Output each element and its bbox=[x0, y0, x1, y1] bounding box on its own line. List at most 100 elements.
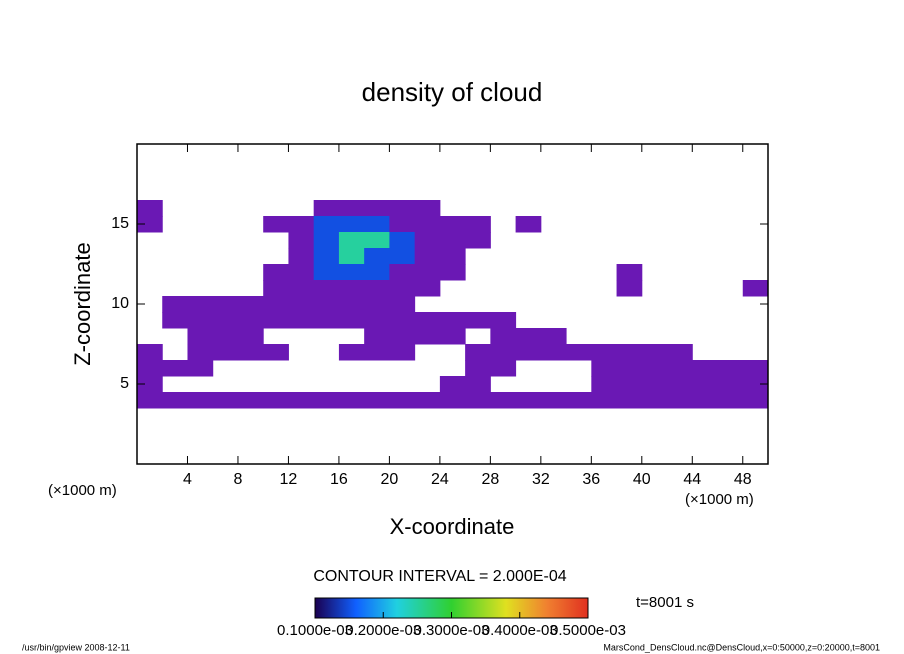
colorbar-tick-label: 0.2000e-03 bbox=[345, 622, 421, 639]
cell bbox=[692, 344, 718, 361]
cell bbox=[566, 232, 592, 249]
cell bbox=[440, 280, 466, 297]
x-axis-label: X-coordinate bbox=[390, 514, 515, 539]
x-tick-label: 12 bbox=[280, 471, 298, 488]
cell bbox=[288, 328, 314, 345]
cell bbox=[389, 216, 416, 233]
cell bbox=[515, 216, 542, 233]
cell bbox=[338, 200, 365, 217]
cell bbox=[162, 296, 188, 313]
cell bbox=[591, 312, 617, 329]
cell bbox=[338, 312, 365, 329]
cell bbox=[718, 232, 744, 249]
cell bbox=[187, 280, 213, 297]
cell bbox=[238, 280, 264, 297]
cell bbox=[641, 360, 668, 377]
cell bbox=[490, 312, 517, 329]
cell bbox=[212, 312, 239, 329]
cell bbox=[692, 232, 718, 249]
cell bbox=[667, 248, 693, 265]
cell bbox=[389, 360, 415, 377]
cell bbox=[212, 392, 239, 409]
cell bbox=[692, 312, 718, 329]
cell bbox=[339, 360, 365, 377]
cell bbox=[667, 296, 693, 313]
cell bbox=[313, 296, 340, 313]
cell bbox=[490, 376, 516, 393]
cell bbox=[187, 248, 213, 265]
x-tick-label: 36 bbox=[582, 471, 600, 488]
cell bbox=[162, 264, 188, 281]
cell bbox=[490, 248, 516, 265]
x-tick-label: 40 bbox=[633, 471, 651, 488]
cell bbox=[162, 376, 188, 393]
cell bbox=[338, 264, 365, 281]
cell bbox=[439, 376, 466, 393]
cell bbox=[692, 296, 718, 313]
cell bbox=[439, 312, 466, 329]
cell bbox=[137, 360, 163, 377]
x-tick-label: 24 bbox=[431, 471, 449, 488]
cell bbox=[616, 280, 643, 297]
cell bbox=[718, 216, 744, 233]
cell bbox=[314, 344, 340, 361]
colorbar-tick-label: 0.3000e-03 bbox=[414, 622, 490, 639]
cell bbox=[364, 296, 390, 313]
cell bbox=[490, 216, 516, 233]
cell bbox=[263, 328, 289, 345]
cell bbox=[566, 264, 592, 281]
cell bbox=[314, 360, 340, 377]
cell bbox=[465, 200, 491, 217]
cell bbox=[692, 392, 719, 409]
cell bbox=[591, 392, 618, 409]
cell bbox=[339, 376, 365, 393]
cell bbox=[540, 344, 567, 361]
cell bbox=[288, 296, 315, 313]
cell bbox=[516, 296, 542, 313]
cell bbox=[516, 232, 542, 249]
cell bbox=[238, 200, 264, 217]
cell bbox=[364, 376, 390, 393]
cell bbox=[212, 296, 239, 313]
cell bbox=[541, 216, 567, 233]
cell bbox=[162, 344, 188, 361]
cell bbox=[288, 392, 315, 409]
cell bbox=[414, 248, 441, 265]
cell bbox=[642, 328, 668, 345]
cell bbox=[288, 248, 315, 265]
cell bbox=[465, 344, 491, 361]
cell bbox=[314, 376, 340, 393]
cell bbox=[338, 248, 365, 265]
cell bbox=[439, 216, 466, 233]
cell bbox=[490, 280, 516, 297]
cell bbox=[238, 232, 264, 249]
cell bbox=[187, 360, 214, 377]
cell bbox=[137, 376, 163, 393]
cell bbox=[288, 200, 314, 217]
cell bbox=[414, 312, 441, 329]
cell bbox=[617, 296, 643, 313]
cell bbox=[743, 344, 769, 361]
cell bbox=[642, 280, 668, 297]
cell bbox=[490, 392, 517, 409]
cell bbox=[692, 264, 718, 281]
cell bbox=[516, 312, 542, 329]
cell bbox=[516, 360, 542, 377]
cell bbox=[718, 328, 744, 345]
cell bbox=[616, 392, 643, 409]
cell bbox=[238, 248, 264, 265]
cell bbox=[313, 280, 340, 297]
cell bbox=[516, 264, 542, 281]
cell bbox=[541, 296, 567, 313]
y-tick-label: 15 bbox=[111, 215, 129, 232]
cell bbox=[364, 328, 390, 345]
cell bbox=[667, 344, 693, 361]
cell bbox=[238, 360, 264, 377]
cell bbox=[364, 360, 390, 377]
cell bbox=[667, 232, 693, 249]
cell bbox=[617, 200, 643, 217]
cell bbox=[465, 296, 491, 313]
cell bbox=[187, 216, 213, 233]
cell bbox=[389, 392, 416, 409]
cell bbox=[516, 248, 542, 265]
